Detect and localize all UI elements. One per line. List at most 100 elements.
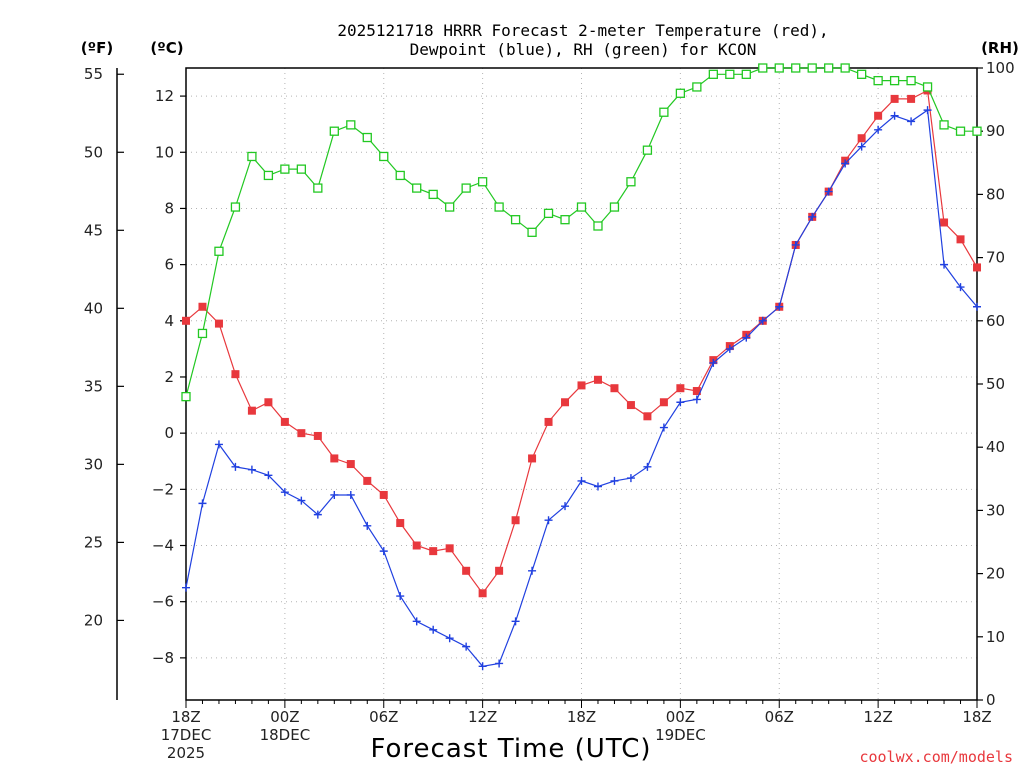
temperature-point: [495, 566, 504, 575]
rh-point: [609, 202, 620, 212]
dewpoint-point: [593, 482, 602, 491]
rh-point: [692, 82, 702, 92]
temperature-point: [528, 454, 537, 463]
rh-tick-label: 70: [986, 249, 1005, 267]
temperature-point: [643, 412, 652, 421]
dewpoint-point: [198, 499, 207, 508]
temperature-point: [412, 541, 421, 550]
rh-point: [856, 69, 867, 79]
rh-point: [626, 177, 636, 187]
rh-tick-label: 10: [986, 628, 1005, 646]
dewpoint-point: [758, 316, 767, 325]
rh-point: [494, 202, 504, 212]
rh-point: [922, 82, 933, 92]
x-tick-label: 06Z: [369, 708, 398, 726]
rh-tick-label: 80: [986, 185, 1005, 203]
temperature-point: [478, 589, 487, 598]
rh-tick-label: 50: [986, 375, 1005, 393]
temperature-point: [445, 544, 454, 553]
celsius-tick-label: 10: [155, 143, 174, 161]
chart-title-line-2: Dewpoint (blue), RH (green) for KCON: [410, 40, 757, 59]
rh-point: [214, 246, 224, 256]
dewpoint-point: [247, 465, 256, 474]
series-layer: [181, 63, 982, 671]
x-tick-label: 17DEC: [161, 726, 212, 744]
rh-tick-label: 40: [986, 438, 1005, 456]
dewpoint-point: [907, 117, 916, 126]
rh-point: [939, 120, 949, 130]
temperature-point: [593, 375, 602, 384]
fahrenheit-tick-label: 45: [84, 221, 103, 239]
temperature-point: [396, 519, 405, 528]
celsius-tick-label: 6: [164, 256, 174, 274]
temperature-point: [363, 476, 372, 485]
rh-point: [362, 132, 372, 143]
temperature-point: [907, 94, 916, 103]
rh-tick-label: 20: [986, 565, 1005, 583]
dewpoint-point: [511, 617, 520, 626]
rh-tick-label: 90: [986, 122, 1005, 140]
dewpoint-point: [742, 333, 751, 342]
dewpoint-point: [692, 395, 701, 404]
rh-point: [313, 183, 323, 193]
dewpoint-point: [264, 471, 273, 480]
x-tick-label: 00Z: [270, 708, 299, 726]
rh-axis-unit: (RH): [981, 39, 1019, 57]
rh-tick-label: 0: [986, 691, 996, 709]
x-tick-label: 19DEC: [655, 726, 706, 744]
series-relative-humidity: [181, 63, 982, 402]
dewpoint-point: [890, 111, 899, 120]
x-tick-label: 18DEC: [260, 726, 311, 744]
dewpoint-point: [791, 240, 800, 249]
x-tick-label: 12Z: [468, 708, 497, 726]
rh-point: [477, 177, 488, 187]
rh-point: [725, 69, 735, 79]
rh-point: [197, 328, 208, 339]
celsius-axis-unit: (ºC): [150, 39, 183, 57]
dewpoint-point: [841, 159, 850, 168]
x-tick-label: 18Z: [171, 708, 200, 726]
rh-point: [642, 145, 653, 155]
series-dewpoint: [182, 106, 981, 671]
dewpoint-point: [561, 502, 570, 511]
celsius-tick-label: −6: [152, 593, 174, 611]
temperature-point: [280, 417, 289, 426]
rh-point: [412, 183, 422, 193]
dewpoint-point: [808, 212, 817, 221]
dewpoint-point: [659, 423, 668, 432]
dewpoint-point: [462, 642, 471, 651]
rh-point: [576, 202, 587, 212]
rh-point: [840, 63, 850, 73]
rh-tick-label: 100: [986, 59, 1015, 77]
temperature-point: [330, 454, 339, 463]
temperature-point: [940, 218, 949, 227]
temperature-point: [379, 490, 388, 499]
dewpoint-point: [775, 302, 784, 311]
dewpoint-point: [676, 398, 685, 407]
temperature-point: [231, 370, 240, 379]
dewpoint-point: [643, 462, 652, 471]
temperature-point: [874, 111, 883, 120]
temperature-point: [626, 401, 635, 410]
dewpoint-point: [495, 659, 504, 668]
temperature-point: [610, 384, 619, 393]
temperature-point: [198, 302, 207, 311]
rh-point: [510, 215, 521, 225]
rh-point: [560, 215, 570, 225]
dewpoint-point: [940, 260, 949, 269]
temperature-point: [264, 398, 273, 407]
dewpoint-point: [330, 490, 339, 499]
rh-point: [774, 63, 784, 73]
rh-point: [824, 63, 834, 73]
dewpoint-point: [429, 625, 438, 634]
rh-point: [461, 183, 471, 193]
x-axis-label: Forecast Time (UTC): [370, 734, 651, 764]
rh-point: [659, 107, 669, 117]
x-tick-label: 18Z: [962, 708, 991, 726]
rh-point: [708, 69, 718, 79]
temperature-point: [429, 547, 438, 556]
dewpoint-point: [824, 187, 833, 196]
temperature-point: [659, 398, 668, 407]
dewpoint-point: [363, 521, 372, 530]
